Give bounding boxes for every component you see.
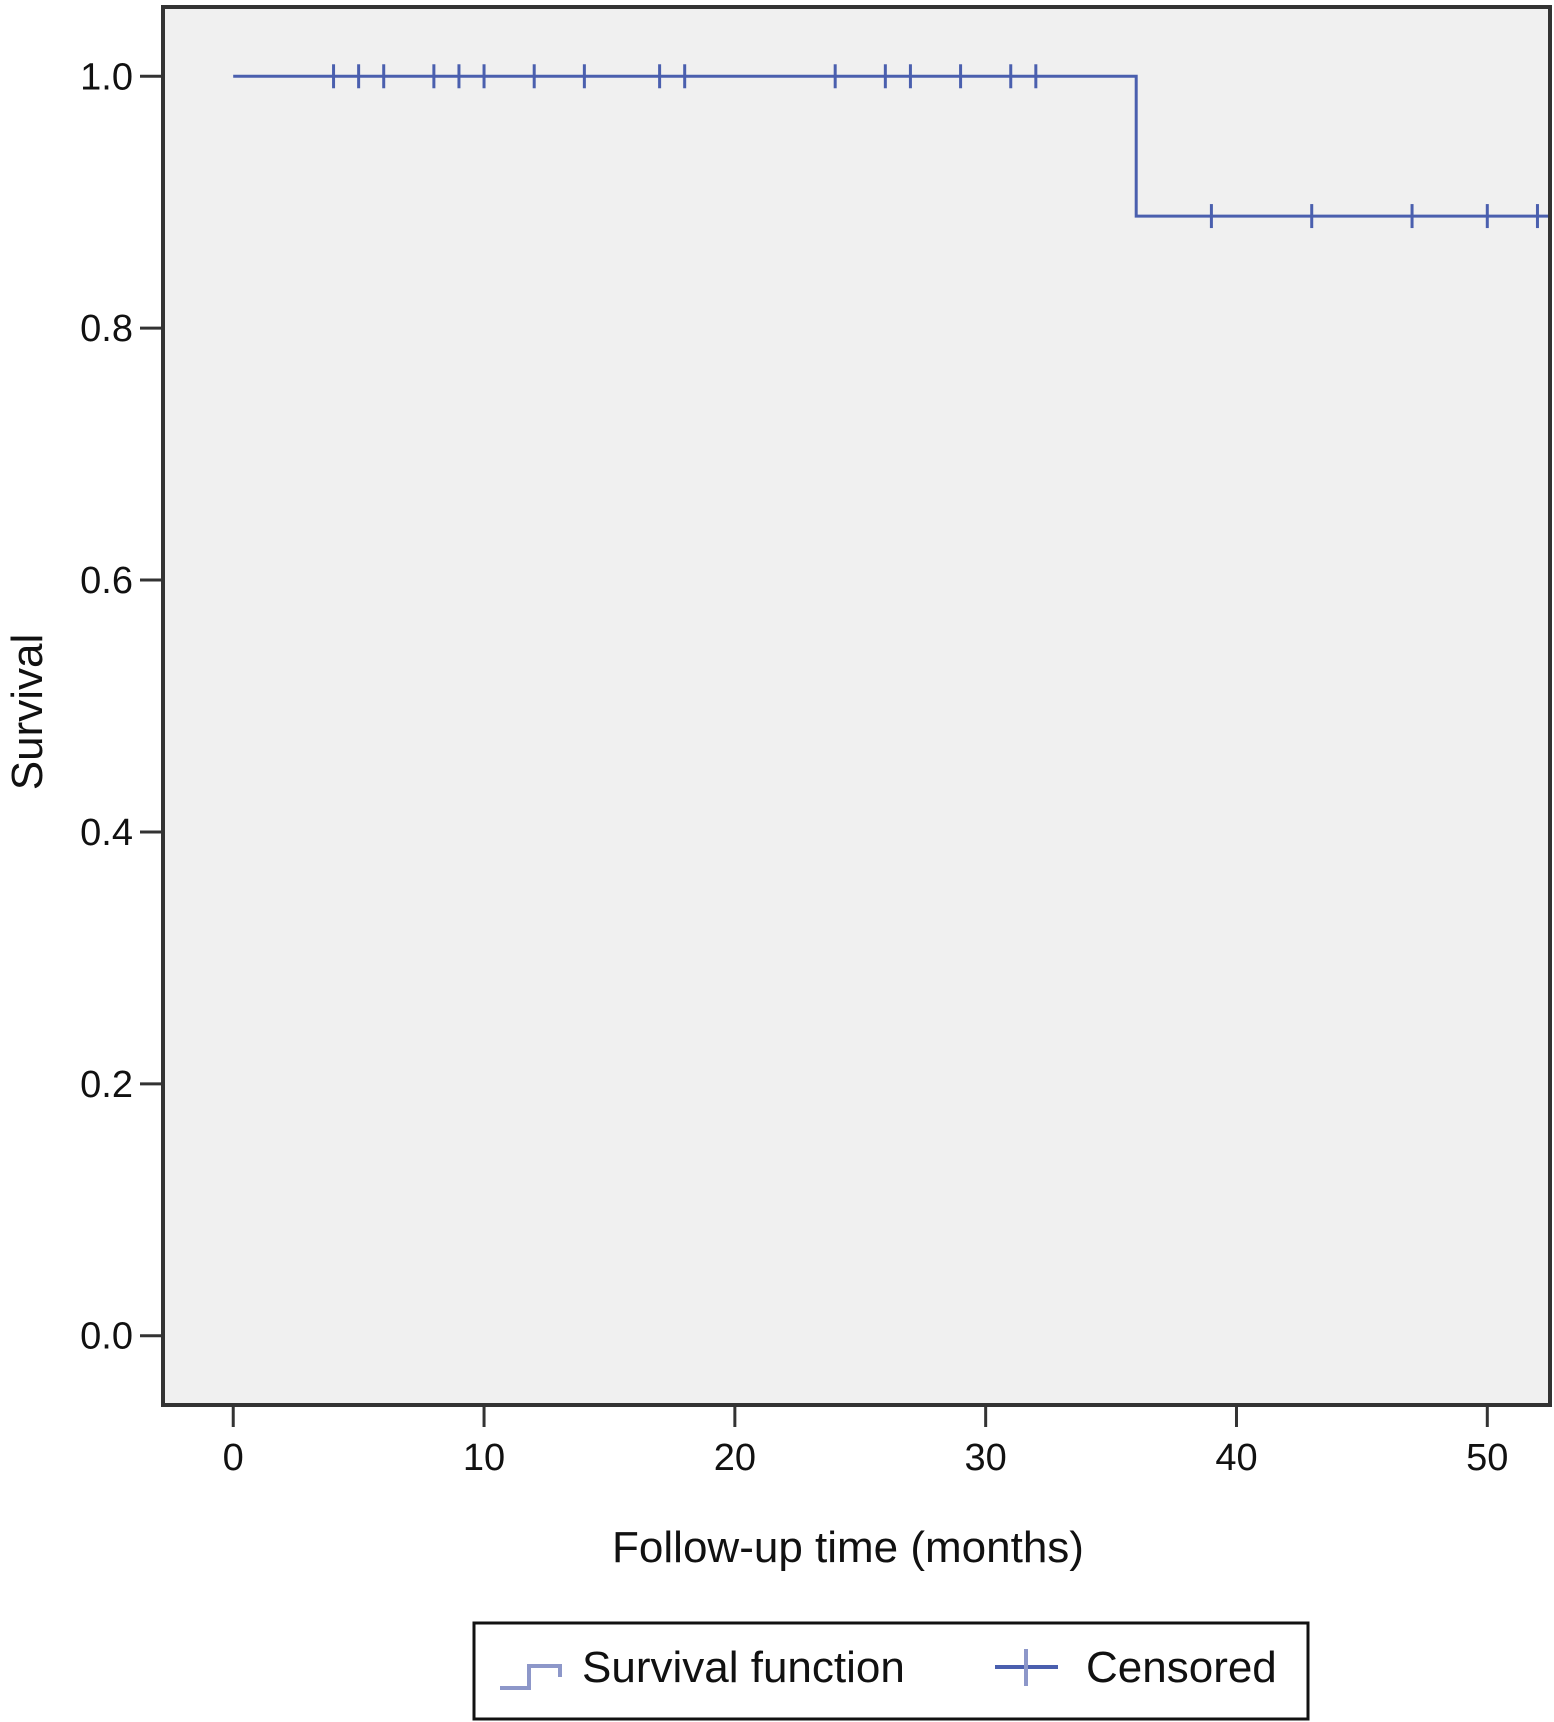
legend: Survival function Censored (472, 1621, 1310, 1721)
y-tick-label: 0.8 (80, 308, 133, 350)
y-axis: 0.0 0.2 0.4 0.6 0.8 1.0 (80, 56, 163, 1358)
x-tick-label: 50 (1466, 1437, 1508, 1479)
y-tick-label: 0.6 (80, 560, 133, 602)
x-tick-label: 40 (1215, 1437, 1257, 1479)
y-tick-label: 0.2 (80, 1064, 133, 1106)
x-tick-label: 30 (965, 1437, 1007, 1479)
series-layer (233, 64, 1550, 229)
legend-survival-function-label: Survival function (582, 1643, 905, 1692)
x-tick-label: 20 (714, 1437, 756, 1479)
x-tick-label: 0 (223, 1437, 244, 1479)
y-tick-label: 0.0 (80, 1316, 133, 1358)
y-tick-label: 1.0 (80, 56, 133, 98)
x-axis: 0 10 20 30 40 50 (223, 1405, 1508, 1479)
legend-censored-label: Censored (1086, 1643, 1277, 1692)
plot-area (163, 7, 1550, 1405)
x-tick-label: 10 (463, 1437, 505, 1479)
y-tick-label: 0.4 (80, 812, 133, 854)
legend-box (472, 1621, 1310, 1721)
legend-survival-function-swatch (500, 1664, 562, 1690)
plot-frame (161, 5, 1552, 1407)
y-axis-title: Survival (3, 634, 52, 791)
x-axis-title: Follow-up time (months) (612, 1523, 1084, 1572)
